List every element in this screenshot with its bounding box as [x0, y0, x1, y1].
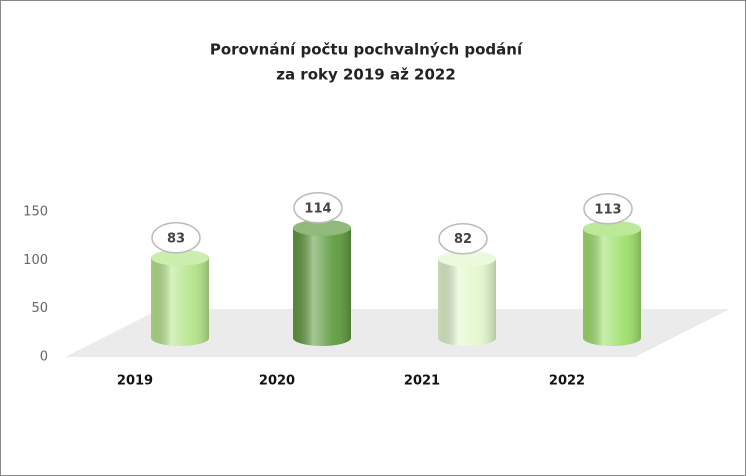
bar — [151, 249, 209, 346]
y-tick-label: 150 — [23, 205, 48, 220]
bar-top-shine — [583, 220, 641, 237]
x-tick-label: 2021 — [404, 374, 440, 389]
data-label: 114 — [304, 201, 331, 216]
bar — [293, 219, 351, 346]
bar-top — [151, 249, 209, 266]
bar-shine — [583, 228, 641, 346]
data-label: 82 — [454, 232, 472, 247]
data-label-bubble — [151, 222, 201, 254]
bar-top — [583, 220, 641, 237]
data-label-bubble — [293, 192, 343, 224]
bar-top — [293, 219, 351, 236]
chart-title: za roky 2019 až 2022 — [276, 66, 456, 84]
bar-top-shine — [438, 250, 496, 267]
y-tick-label: 100 — [23, 253, 48, 268]
bar-shine — [438, 258, 496, 346]
bar-shine — [151, 257, 209, 346]
floor — [65, 309, 730, 357]
x-tick-label: 2020 — [259, 374, 295, 389]
data-label: 83 — [167, 231, 185, 246]
bar — [583, 220, 641, 346]
bar — [438, 250, 496, 346]
data-label: 113 — [594, 202, 621, 217]
bar-top-shine — [151, 249, 209, 266]
bar-top — [438, 250, 496, 267]
data-label-bubble — [438, 222, 488, 255]
x-tick-label: 2022 — [549, 374, 585, 389]
y-tick-label: 0 — [40, 350, 48, 365]
x-tick-label: 2019 — [117, 374, 153, 389]
bar-shine — [293, 227, 351, 346]
y-tick-label: 50 — [31, 301, 48, 316]
bar-top-shine — [293, 219, 351, 236]
data-label-bubble — [583, 193, 633, 225]
chart-title: Porovnání počtu pochvalných podání — [210, 41, 523, 59]
